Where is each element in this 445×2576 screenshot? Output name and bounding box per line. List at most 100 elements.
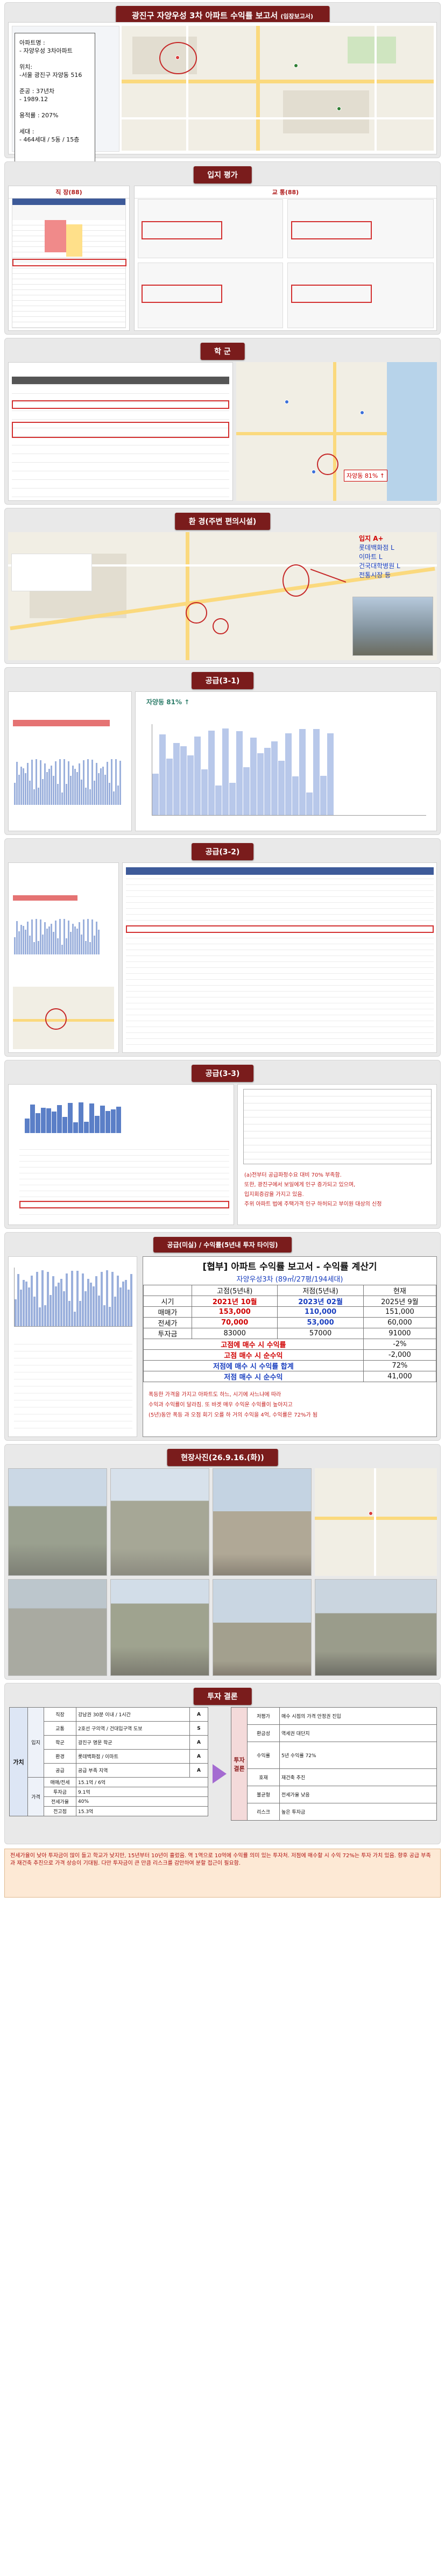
decorative-bar: [236, 731, 243, 815]
decorative-bar: [119, 761, 121, 805]
amenity-label-line: 전통시장 등: [359, 571, 391, 579]
decorative-bar: [27, 763, 29, 805]
decorative-bar: [278, 761, 285, 815]
yield-result-value: 72%: [363, 1360, 437, 1371]
decorative-bar: [107, 762, 108, 805]
decorative-bar: [25, 929, 26, 954]
decorative-bar: [55, 761, 56, 805]
decorative-bar: [130, 1274, 132, 1326]
decorative-bar: [257, 753, 264, 815]
decorative-bar: [74, 926, 76, 954]
decorative-bar: [39, 1307, 41, 1326]
section-photos: 현장사진(26.9.16.(화)): [4, 1444, 441, 1680]
supply3-note: 또한, 광진구에서 보일에게 인구 증가되고 있으며,: [244, 1182, 356, 1188]
supply3-note: 주위 아파트 법에 주택가격 인구 하허되고 부이원 대상의 신정: [244, 1201, 382, 1207]
decorative-bar: [74, 1311, 76, 1326]
decorative-bar: [25, 1118, 30, 1133]
result-desc: 높은 투자금: [279, 1803, 437, 1821]
result-desc: 매수 시점의 가격 안정권 진입: [279, 1707, 437, 1725]
supply3-note: (a)전부터 공급파정수요 대비 70% 부족함.: [244, 1172, 342, 1178]
decorative-bar: [52, 1276, 54, 1326]
value-score: A: [189, 1707, 208, 1722]
decorative-bar: [83, 919, 84, 954]
target-area-circle: [159, 42, 197, 74]
decorative-bar: [59, 918, 61, 954]
yield-calc-table: 고점(5년내) 저점(5년내) 현재 시기 2021년 10월 2023년 02…: [143, 1285, 437, 1382]
decorative-bar: [119, 1287, 122, 1326]
yield-cell: 151,000: [363, 1306, 437, 1318]
decorative-bar: [55, 1286, 57, 1326]
decorative-bar: [33, 789, 35, 805]
photos-banner: 현장사진(26.9.16.(화)): [167, 1449, 278, 1466]
households-value: - 464세대 / 5동 / 15층: [19, 136, 80, 143]
site-photo-1: [8, 1468, 107, 1576]
site-photo-5: [110, 1579, 209, 1676]
site-photo-4: [8, 1579, 107, 1676]
supply2-table: [122, 862, 437, 1053]
built-label: 준공 : 37년차: [19, 88, 55, 95]
decorative-bar: [58, 1283, 60, 1326]
amenity-label-line: 건국대학병원 L: [359, 562, 400, 570]
yield-row-label: 매매가: [143, 1306, 192, 1318]
decorative-bar: [60, 1278, 62, 1326]
decorative-bar: [76, 1271, 79, 1326]
decorative-bar: [61, 792, 63, 805]
yield-cell: 83000: [191, 1328, 278, 1339]
decorative-bar: [201, 769, 208, 815]
decorative-bar: [71, 1271, 73, 1326]
decorative-bar: [38, 941, 39, 954]
decorative-bar: [306, 792, 313, 815]
decorative-bar: [40, 760, 41, 805]
decorative-bar: [87, 759, 89, 805]
yield-row-label: 투자금: [143, 1328, 192, 1339]
supply1-banner: 공급(3-1): [191, 672, 254, 689]
decorative-bar: [102, 766, 104, 805]
decorative-bar: [74, 769, 76, 805]
result-title: 투자결론: [231, 1707, 248, 1821]
decorative-bar: [271, 741, 278, 815]
conclusion-banner: 투자 결론: [193, 1688, 252, 1705]
decorative-bar: [51, 766, 52, 805]
value-score: A: [189, 1749, 208, 1764]
decorative-bar: [85, 941, 87, 954]
apartment-info-box: 아파트명 : - 자양우성 3차아파트 위치: -서울 광진구 자양동 516 …: [15, 33, 95, 164]
decorative-bar: [117, 785, 119, 805]
transport-panel: 교 통(88): [134, 186, 437, 331]
overview-screenshot: [8, 22, 437, 154]
result-desc: 5년 수익률 72%: [279, 1742, 437, 1769]
report-title: 광진구 자양우성 3차 아파트 수익률 보고서: [131, 11, 278, 20]
decorative-bar: [128, 1290, 130, 1326]
yield-cell: 153,000: [191, 1306, 278, 1318]
decorative-bar: [215, 785, 222, 815]
yield-table-subtitle: 자양우성3차 (89㎡/27평/194세대): [236, 1276, 343, 1284]
decorative-bar: [87, 1278, 89, 1326]
decorative-bar: [14, 937, 16, 954]
decorative-bar: [208, 730, 215, 815]
decorative-bar: [36, 759, 37, 805]
decorative-bar: [31, 760, 33, 805]
decorative-bar: [66, 784, 67, 805]
decorative-bar: [68, 761, 69, 805]
value-score: S: [189, 1721, 208, 1736]
decorative-bar: [89, 942, 91, 954]
decorative-bar: [23, 768, 24, 805]
decorative-bar: [85, 788, 87, 805]
decorative-bar: [285, 733, 292, 815]
result-item: 리스크: [247, 1803, 280, 1821]
value-desc: 롯데백화점 / 이마트: [76, 1749, 190, 1764]
decorative-bar: [31, 919, 33, 954]
yield-left-panel: [8, 1256, 137, 1437]
value-group: 가격: [27, 1777, 44, 1816]
section-yield: 공급(미실) / 수익률(5년내 투자 타이밍) [협부] 아파트 수익률 보고…: [4, 1232, 441, 1441]
supply1-left: [8, 691, 132, 831]
decorative-bar: [96, 763, 97, 805]
decorative-bar: [106, 1270, 108, 1326]
decorative-bar: [20, 1290, 22, 1326]
value-item: 직장: [44, 1707, 76, 1722]
decorative-bar: [76, 929, 78, 954]
section-supply-2: 공급(3-2): [4, 838, 441, 1057]
decorative-bar: [63, 759, 65, 805]
decorative-bar: [53, 932, 54, 954]
supply1-left-bars: [14, 756, 127, 805]
decorative-bar: [16, 921, 18, 954]
